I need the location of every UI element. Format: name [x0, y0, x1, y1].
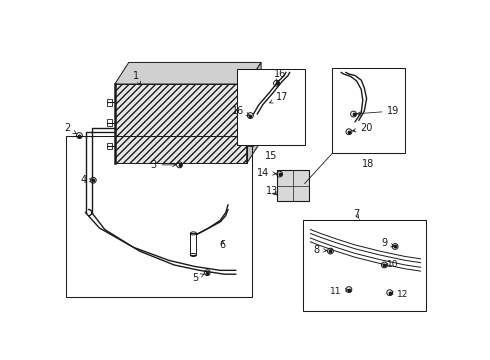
Bar	[66, 136, 252, 297]
Text: 4: 4	[81, 175, 93, 185]
Text: 2: 2	[64, 123, 76, 134]
Text: 18: 18	[363, 159, 375, 169]
Bar	[190, 233, 196, 255]
Text: 11: 11	[330, 287, 348, 296]
Bar	[303, 220, 426, 311]
Bar	[107, 143, 112, 149]
Text: 13: 13	[266, 186, 278, 196]
Text: 8: 8	[314, 244, 327, 255]
Bar	[237, 69, 305, 145]
Text: 20: 20	[352, 123, 373, 133]
Text: 15: 15	[265, 151, 277, 161]
Text: 14: 14	[257, 167, 276, 177]
Text: 16: 16	[232, 106, 250, 116]
Text: 7: 7	[353, 209, 360, 219]
Text: 19: 19	[357, 106, 400, 116]
Polygon shape	[115, 84, 247, 163]
Text: 10: 10	[385, 261, 399, 269]
Text: 16: 16	[273, 69, 286, 82]
FancyBboxPatch shape	[276, 170, 309, 201]
Bar	[107, 99, 112, 105]
Text: 1: 1	[133, 71, 141, 85]
Text: 6: 6	[220, 240, 226, 250]
Text: 12: 12	[391, 290, 409, 299]
Text: 3: 3	[150, 160, 176, 170]
Bar	[332, 68, 405, 153]
Polygon shape	[115, 62, 261, 84]
Bar	[248, 140, 253, 147]
Text: 17: 17	[270, 92, 288, 103]
Polygon shape	[247, 62, 261, 163]
Text: 9: 9	[381, 238, 394, 248]
Bar	[107, 120, 112, 126]
Text: 5: 5	[192, 273, 204, 283]
